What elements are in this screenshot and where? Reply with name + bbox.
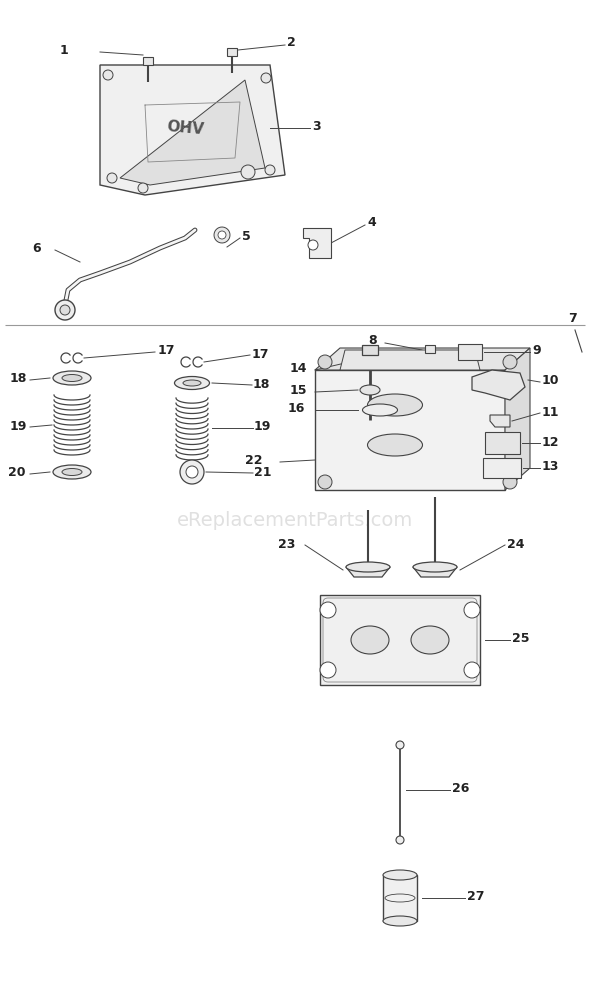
Text: 17: 17	[252, 348, 270, 361]
Polygon shape	[315, 370, 505, 490]
Circle shape	[320, 602, 336, 618]
Text: 26: 26	[452, 783, 470, 796]
Polygon shape	[315, 348, 530, 370]
Circle shape	[503, 355, 517, 369]
Text: eReplacementParts.com: eReplacementParts.com	[177, 510, 413, 529]
Circle shape	[318, 355, 332, 369]
Ellipse shape	[62, 469, 82, 476]
Circle shape	[308, 240, 318, 250]
Polygon shape	[413, 567, 457, 577]
Text: 18: 18	[253, 378, 270, 390]
Polygon shape	[303, 228, 331, 258]
Polygon shape	[320, 595, 480, 685]
Circle shape	[375, 405, 385, 415]
Ellipse shape	[351, 626, 389, 654]
Text: 20: 20	[8, 467, 25, 480]
Ellipse shape	[62, 375, 82, 382]
Circle shape	[494, 377, 506, 389]
Text: 19: 19	[10, 419, 27, 432]
Circle shape	[366, 386, 374, 394]
Circle shape	[396, 741, 404, 749]
Text: OHV: OHV	[166, 119, 204, 137]
Circle shape	[180, 460, 204, 484]
Circle shape	[107, 173, 117, 183]
Circle shape	[503, 475, 517, 489]
Text: 25: 25	[512, 632, 529, 645]
Ellipse shape	[175, 377, 209, 389]
Text: 19: 19	[254, 420, 271, 433]
Text: 6: 6	[32, 242, 41, 255]
Ellipse shape	[368, 434, 422, 456]
Circle shape	[261, 73, 271, 83]
Ellipse shape	[346, 562, 390, 572]
Ellipse shape	[368, 394, 422, 416]
Ellipse shape	[53, 371, 91, 385]
Circle shape	[396, 836, 404, 844]
Circle shape	[218, 231, 226, 239]
Circle shape	[464, 662, 480, 678]
Polygon shape	[340, 350, 480, 370]
Text: 18: 18	[10, 373, 27, 385]
Ellipse shape	[383, 916, 417, 926]
Text: 11: 11	[542, 405, 559, 418]
Circle shape	[55, 300, 75, 320]
Text: 4: 4	[367, 216, 376, 230]
Polygon shape	[472, 370, 525, 400]
Polygon shape	[214, 227, 230, 243]
Text: 8: 8	[368, 335, 376, 348]
Text: 22: 22	[245, 454, 263, 467]
Ellipse shape	[183, 380, 201, 386]
Text: 24: 24	[507, 537, 525, 550]
Polygon shape	[483, 458, 521, 478]
Text: 17: 17	[158, 344, 175, 357]
Ellipse shape	[383, 870, 417, 880]
Polygon shape	[100, 65, 285, 195]
Polygon shape	[120, 80, 265, 185]
Bar	[458, 344, 482, 360]
Circle shape	[241, 165, 255, 179]
Text: 10: 10	[542, 375, 559, 387]
Bar	[227, 48, 237, 56]
Text: 3: 3	[312, 120, 320, 133]
Text: 13: 13	[542, 461, 559, 474]
Bar	[425, 345, 435, 353]
Circle shape	[60, 305, 70, 315]
Text: 21: 21	[254, 466, 271, 479]
Text: 5: 5	[242, 231, 251, 244]
Ellipse shape	[362, 404, 398, 416]
Ellipse shape	[411, 626, 449, 654]
Circle shape	[138, 183, 148, 193]
Text: 2: 2	[287, 37, 296, 50]
Text: 9: 9	[532, 344, 540, 357]
Text: 23: 23	[278, 537, 296, 550]
Ellipse shape	[413, 562, 457, 572]
Text: 1: 1	[60, 44, 69, 56]
Circle shape	[466, 348, 474, 356]
Text: 27: 27	[467, 891, 484, 904]
Polygon shape	[383, 875, 417, 921]
Circle shape	[318, 475, 332, 489]
Ellipse shape	[360, 385, 380, 395]
Circle shape	[265, 165, 275, 175]
Text: 14: 14	[290, 362, 307, 375]
Ellipse shape	[53, 465, 91, 479]
Polygon shape	[485, 432, 520, 454]
Circle shape	[103, 70, 113, 80]
Text: 12: 12	[542, 435, 559, 449]
Text: 16: 16	[288, 402, 306, 415]
Circle shape	[186, 466, 198, 478]
Circle shape	[320, 662, 336, 678]
Polygon shape	[346, 567, 390, 577]
Text: 15: 15	[290, 385, 307, 397]
Bar	[143, 57, 153, 65]
Polygon shape	[490, 415, 510, 427]
Text: 7: 7	[568, 311, 577, 324]
Polygon shape	[505, 348, 530, 490]
Bar	[362, 345, 378, 355]
Circle shape	[464, 602, 480, 618]
